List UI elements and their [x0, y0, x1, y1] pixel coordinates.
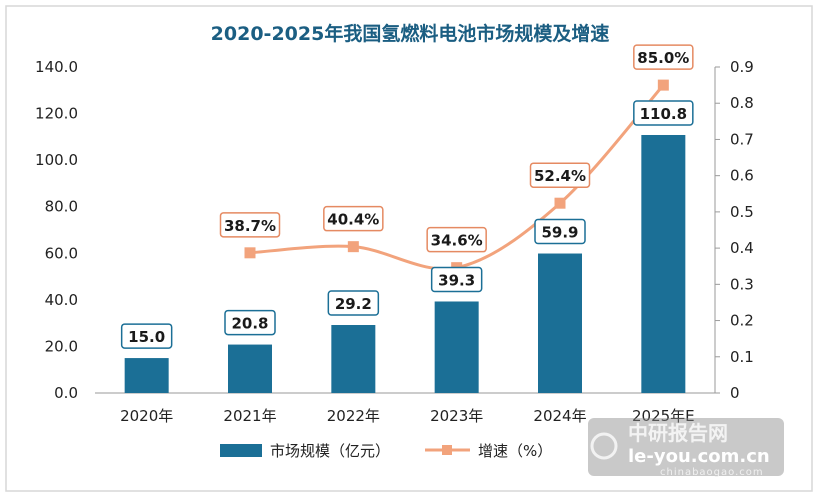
- legend-bar-label: 市场规模（亿元）: [270, 442, 390, 460]
- growth-point: [244, 247, 256, 259]
- right-tick-label: 0.7: [730, 130, 754, 148]
- bar-value-label: 15.0: [128, 328, 165, 346]
- growth-value-label: 85.0%: [637, 49, 689, 67]
- bar-value-label: 110.8: [640, 105, 687, 123]
- bar-value-label: 29.2: [335, 295, 372, 313]
- x-tick-label: 2025年E: [632, 407, 695, 425]
- x-tick-label: 2024年: [533, 407, 586, 425]
- x-tick-label: 2020年: [120, 407, 173, 425]
- growth-value-label-box: [219, 212, 281, 238]
- right-tick-label: 0.6: [730, 167, 754, 185]
- growth-value-label: 52.4%: [534, 167, 586, 185]
- bar-value-label: 59.9: [541, 224, 578, 242]
- right-tick-label: 0.5: [730, 203, 754, 221]
- bar: [228, 344, 272, 393]
- bars: [124, 134, 686, 393]
- bar-value-label: 39.3: [438, 271, 475, 289]
- watermark-line2: le-you.com.cn: [628, 446, 770, 467]
- watermark-logo-icon: [590, 432, 618, 460]
- watermark: 中研报告网 le-you.com.cn chinabaogao.com: [588, 418, 784, 478]
- right-tick-label: 0.8: [730, 94, 754, 112]
- bar-value-label-box: [430, 266, 483, 293]
- bar: [641, 134, 686, 393]
- left-tick-label: 20.0: [45, 337, 78, 355]
- right-tick-label: 0.4: [730, 239, 754, 257]
- right-tick-label: 0: [730, 384, 740, 402]
- chart-title: 2020-2025年我国氢燃料电池市场规模及增速: [211, 22, 610, 45]
- bar-value-label-box: [327, 290, 380, 316]
- bar-value-label-box: [534, 218, 586, 245]
- legend: 市场规模（亿元） 增速（%）: [220, 442, 552, 460]
- left-tick-label: 60.0: [45, 244, 78, 262]
- bar-value-label-box: [120, 323, 173, 349]
- bar: [331, 325, 376, 393]
- legend-line-marker: [442, 445, 452, 455]
- left-tick-label: 80.0: [45, 198, 78, 216]
- x-tick-label: 2022年: [327, 407, 380, 425]
- x-tick-label: 2023年: [430, 407, 483, 425]
- x-tick-label: 2021年: [223, 407, 276, 425]
- bar-value-label: 20.8: [231, 315, 268, 333]
- left-tick-label: 40.0: [45, 291, 78, 309]
- growth-value-label-box: [323, 205, 384, 232]
- legend-line-label: 增速（%）: [478, 442, 552, 460]
- bar-value-label-box: [633, 100, 694, 126]
- right-tick-label: 0.3: [730, 275, 754, 293]
- left-axis: 0.0 20.0 40.0 60.0 80.0 100.0 120.0 140.0: [35, 58, 78, 402]
- growth-value-label-box: [426, 226, 487, 253]
- growth-value-label-box: [529, 162, 591, 188]
- right-axis: 0 0.1 0.2 0.3 0.4 0.5 0.6 0.7 0.8 0.9: [714, 58, 754, 402]
- growth-point: [657, 79, 669, 91]
- right-tick-label: 0.1: [730, 348, 754, 366]
- growth-value-label-box: [633, 44, 694, 70]
- bar: [434, 301, 479, 393]
- right-tick-label: 0.2: [730, 312, 754, 330]
- legend-bar-swatch: [220, 444, 262, 457]
- watermark-line1: 中研报告网: [628, 421, 728, 445]
- left-tick-label: 140.0: [35, 58, 78, 76]
- left-tick-label: 120.0: [35, 105, 78, 123]
- bar: [124, 358, 169, 393]
- data-labels: 15.0 20.8 29.2 39.3 59.9 110.8 38.7% 40.4% 34.6%…: [120, 44, 694, 349]
- growth-value-label: 40.4%: [327, 211, 379, 229]
- bar-value-label-box: [224, 309, 276, 336]
- watermark-line3: chinabaogao.com: [660, 467, 764, 478]
- growth-value-label: 34.6%: [431, 232, 483, 250]
- growth-point: [554, 197, 566, 209]
- left-tick-label: 100.0: [35, 151, 78, 169]
- growth-point: [347, 241, 359, 253]
- bar: [538, 253, 582, 393]
- left-tick-label: 0.0: [54, 384, 78, 402]
- x-axis: 2020年 2021年 2022年 2023年 2024年 2025年E: [95, 392, 715, 425]
- growth-value-label: 38.7%: [224, 217, 276, 235]
- watermark-backdrop: [588, 418, 784, 476]
- right-tick-label: 0.9: [730, 58, 754, 76]
